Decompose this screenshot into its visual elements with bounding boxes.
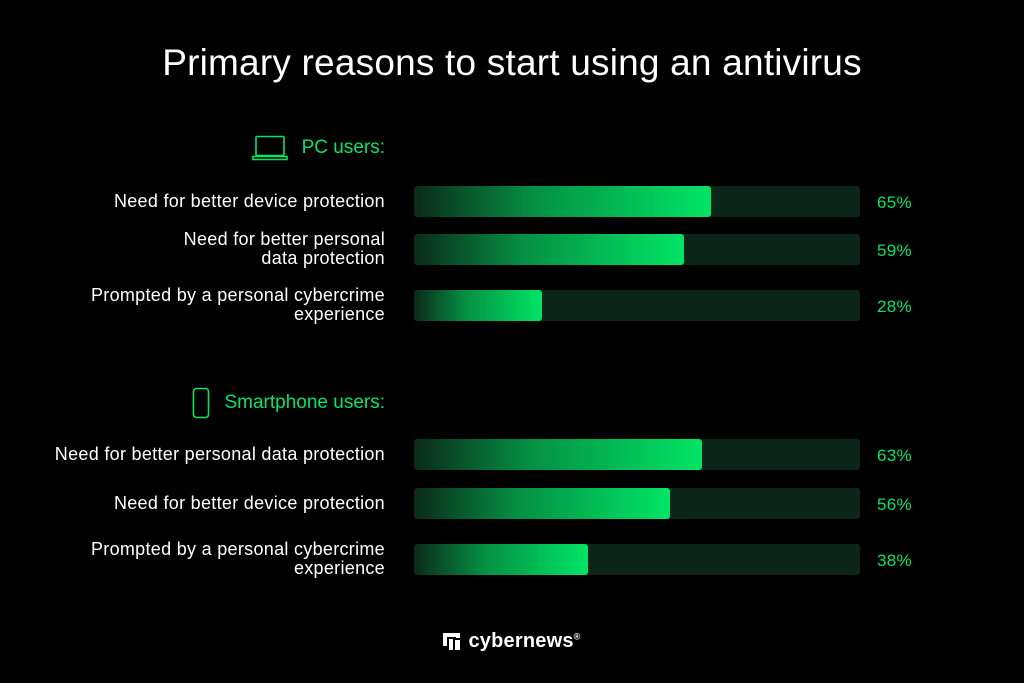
category-text: Prompted by a personal cybercrime experie… bbox=[91, 540, 385, 578]
category-label: Prompted by a personal cybercrime experie… bbox=[0, 534, 385, 584]
bar bbox=[414, 186, 711, 217]
bar-track bbox=[414, 186, 860, 217]
category-text: Need for better personal data protection bbox=[54, 443, 385, 464]
bar-track bbox=[414, 234, 860, 265]
bar bbox=[414, 234, 684, 265]
registered-mark: ® bbox=[573, 631, 581, 642]
category-text: Need for better personal data protection bbox=[184, 230, 385, 268]
category-text-line: Prompted by a personal cybercrime bbox=[90, 539, 385, 559]
bar bbox=[414, 439, 702, 470]
category-text-line: Need for better personal bbox=[183, 229, 385, 249]
laptop-icon bbox=[251, 135, 288, 161]
bar-track bbox=[414, 439, 860, 470]
smartphone-icon bbox=[193, 387, 210, 419]
value-label: 56% bbox=[877, 495, 912, 514]
category-text-line: experience bbox=[293, 558, 385, 578]
group-icon-wrap bbox=[192, 387, 210, 419]
group-label: Smartphone users: bbox=[224, 392, 385, 413]
category-text: Need for better device protection bbox=[113, 492, 385, 513]
chart-title: Primary reasons to start using an antivi… bbox=[162, 42, 862, 83]
category-label: Need for better device protection bbox=[0, 478, 385, 528]
brand-name: cybernews® bbox=[468, 630, 581, 652]
value-label: 65% bbox=[877, 193, 912, 212]
group-header-pc: PC users: bbox=[251, 132, 385, 164]
category-text: Prompted by a personal cybercrime experie… bbox=[91, 286, 385, 324]
value-label: 63% bbox=[877, 446, 912, 465]
value-label: 59% bbox=[877, 241, 912, 260]
category-label: Prompted by a personal cybercrime experie… bbox=[0, 280, 385, 330]
bar bbox=[414, 290, 542, 321]
bar bbox=[414, 544, 588, 575]
value-label: 28% bbox=[877, 297, 912, 316]
value-label: 38% bbox=[877, 551, 912, 570]
cybernews-logo-icon bbox=[443, 633, 461, 650]
category-label: Need for better device protection bbox=[0, 176, 385, 226]
category-text: Need for better device protection bbox=[113, 190, 385, 211]
group-header-smartphone: Smartphone users: bbox=[192, 387, 385, 419]
bar-track bbox=[414, 544, 860, 575]
bar-track bbox=[414, 290, 860, 321]
bar-track bbox=[414, 488, 860, 519]
group-label: PC users: bbox=[301, 137, 385, 158]
category-label: Need for better personal data protection bbox=[0, 429, 385, 479]
bar bbox=[414, 488, 670, 519]
category-text-line: Prompted by a personal cybercrime bbox=[90, 285, 385, 305]
footer-brand: cybernews® bbox=[0, 630, 1024, 653]
category-text-line: data protection bbox=[261, 248, 385, 268]
group-icon-wrap bbox=[251, 135, 288, 161]
category-label: Need for better personal data protection bbox=[0, 224, 385, 274]
category-text-line: experience bbox=[293, 304, 385, 324]
